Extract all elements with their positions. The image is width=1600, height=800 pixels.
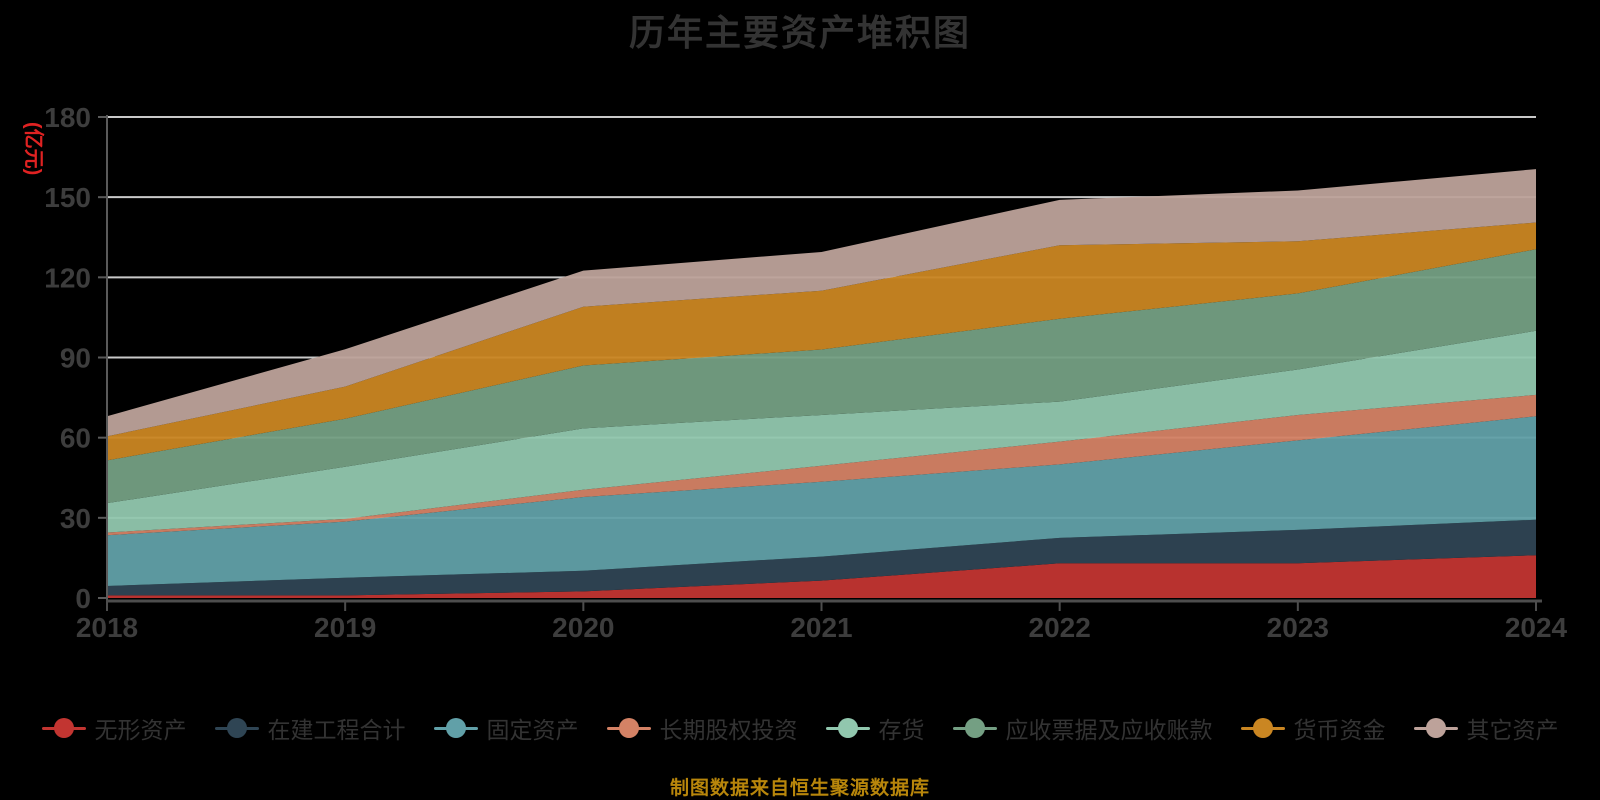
legend-marker-icon [1240,717,1285,739]
legend-marker-icon [1413,717,1458,739]
x-axis-label-2019: 2019 [314,612,376,643]
area-fixed-assets [107,416,1536,586]
area-intangible-assets [107,555,1536,598]
x-axis-label-2020: 2020 [552,612,614,643]
x-axis-label-2024: 2024 [1505,612,1568,643]
legend-item-notes-and-accounts-receivable[interactable]: 应收票据及应收账款 [952,711,1213,745]
legend-label: 固定资产 [486,717,579,743]
chart-title: 历年主要资产堆积图 [628,12,971,53]
area-long-term-equity-investment [107,394,1536,536]
x-axis-label-2022: 2022 [1029,612,1091,643]
y-axis-label-90: 90 [60,343,91,374]
legend-item-inventory[interactable]: 存货 [825,711,925,745]
legend-marker-icon [606,717,651,739]
area-notes-and-accounts-receivable [107,249,1536,504]
y-axis-label-30: 30 [60,503,91,534]
legend-item-monetary-funds[interactable]: 货币资金 [1240,711,1386,745]
area-construction-in-progress [107,519,1536,596]
legend-label: 应收票据及应收账款 [1005,717,1213,743]
legend-label: 无形资产 [94,717,187,743]
area-monetary-funds [107,222,1536,461]
y-axis-label-150: 150 [44,182,91,213]
y-axis-unit-label: (亿元) [22,122,44,176]
legend-item-intangible-assets[interactable]: 无形资产 [41,711,187,745]
legend-item-construction-in-progress[interactable]: 在建工程合计 [214,711,406,745]
legend-label: 其它资产 [1466,717,1559,743]
legend-label: 在建工程合计 [267,717,406,743]
legend-item-fixed-assets[interactable]: 固定资产 [433,711,579,745]
x-axis-label-2018: 2018 [76,612,138,643]
y-axis-label-120: 120 [44,262,91,293]
legend: 无形资产 在建工程合计 固定资产 长期股权投资 存货 应收票据及应收账款 货币资金 其它资产 [0,711,1600,745]
legend-marker-icon [433,717,478,739]
legend-marker-icon [952,717,997,739]
y-axis-label-60: 60 [60,423,91,454]
y-axis-label-180: 180 [44,102,91,133]
data-source-note: 制图数据来自恒生聚源数据库 [669,778,930,799]
area-inventory [107,330,1536,533]
legend-label: 货币资金 [1293,717,1386,743]
legend-label: 存货 [878,717,925,743]
legend-marker-icon [214,717,259,739]
x-axis-label-2023: 2023 [1267,612,1329,643]
legend-marker-icon [41,717,86,739]
legend-label: 长期股权投资 [659,717,798,743]
x-axis-label-2021: 2021 [790,612,852,643]
legend-marker-icon [825,717,870,739]
y-axis-label-0: 0 [75,583,91,614]
legend-item-other-assets[interactable]: 其它资产 [1413,711,1559,745]
legend-item-long-term-equity-investment[interactable]: 长期股权投资 [606,711,798,745]
area-other-assets [107,169,1536,437]
